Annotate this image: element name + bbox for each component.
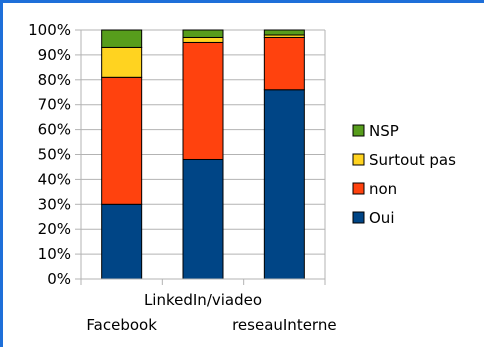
bar-segment [182, 29, 224, 38]
x-category-label: reseauInterne [232, 316, 337, 334]
y-tick-label: 20% [38, 220, 71, 238]
bar-segment [182, 41, 224, 160]
x-category-label: Facebook [86, 316, 157, 334]
stacked-bar-chart: 0% 10% 20% 30% 40% 50% 60% 70% 80% 90% 100% Facebo… [28, 21, 456, 334]
legend-swatch [352, 182, 365, 195]
y-tick-label: 90% [38, 46, 71, 64]
bars [101, 29, 305, 280]
bar-segment [263, 36, 305, 91]
legend-label: NSP [369, 122, 399, 140]
bar-segment [182, 158, 224, 280]
y-tick-label: 30% [38, 195, 71, 213]
bar-segment [101, 203, 143, 280]
x-axis-categories: Facebook LinkedIn/viadeo reseauInterne [80, 279, 337, 334]
y-tick-label: 40% [38, 170, 71, 188]
legend-label: Surtout pas [369, 151, 456, 169]
y-tick-label: 80% [38, 71, 71, 89]
bar-segment [101, 76, 143, 205]
y-tick-label: 100% [28, 21, 71, 39]
bar-segment [182, 36, 224, 43]
bar-segment [101, 29, 143, 48]
legend-label: Oui [369, 209, 394, 227]
bar-segment [263, 89, 305, 280]
legend-label: non [369, 180, 397, 198]
y-tick-label: 70% [38, 96, 71, 114]
bar-segment [101, 46, 143, 78]
legend-swatch [352, 153, 365, 166]
y-tick-label: 0% [47, 270, 71, 288]
legend-swatch [352, 211, 365, 224]
legend-swatch [352, 124, 365, 137]
y-axis-ticks: 0% 10% 20% 30% 40% 50% 60% 70% 80% 90% 100% [28, 21, 81, 288]
y-tick-label: 50% [38, 146, 71, 164]
y-tick-label: 60% [38, 121, 71, 139]
y-tick-label: 10% [38, 245, 71, 263]
legend: NSP Surtout pas non Oui [352, 122, 456, 227]
x-category-label: LinkedIn/viadeo [144, 291, 262, 309]
bar-segment [263, 29, 305, 36]
